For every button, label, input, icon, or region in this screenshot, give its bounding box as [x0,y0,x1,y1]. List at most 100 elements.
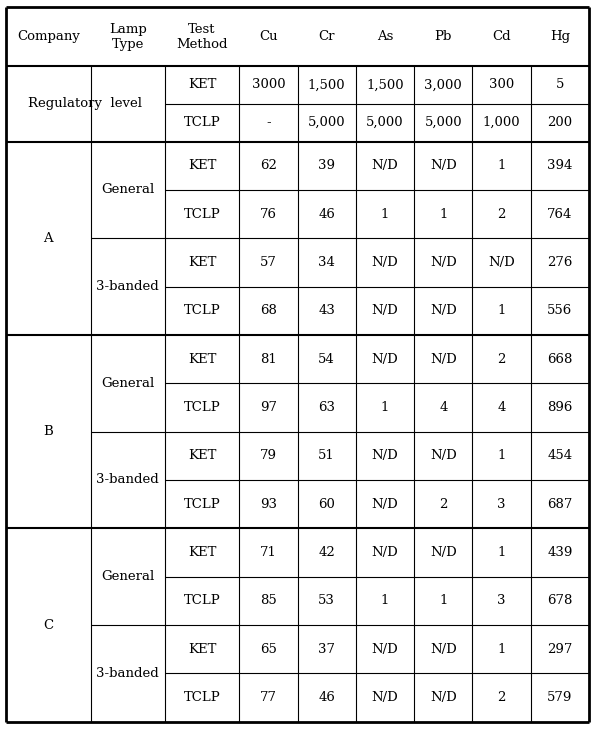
Text: N/D: N/D [372,449,398,462]
Text: 1: 1 [381,594,389,607]
Text: KET: KET [188,546,216,559]
Text: TCLP: TCLP [184,401,221,414]
Text: N/D: N/D [372,304,398,317]
Text: N/D: N/D [372,159,398,172]
Text: General: General [101,184,155,196]
Text: N/D: N/D [430,304,456,317]
Text: 57: 57 [260,256,277,269]
Text: 556: 556 [547,304,572,317]
Text: 46: 46 [318,208,335,221]
Text: Company: Company [17,30,80,43]
Text: 42: 42 [318,546,335,559]
Text: 2: 2 [497,208,506,221]
Text: 300: 300 [489,78,514,91]
Text: 1: 1 [497,304,506,317]
Text: N/D: N/D [372,546,398,559]
Text: Lamp
Type: Lamp Type [109,23,147,50]
Text: TCLP: TCLP [184,594,221,607]
Text: 3-banded: 3-banded [96,667,159,680]
Text: 1: 1 [381,401,389,414]
Text: N/D: N/D [372,691,398,704]
Text: Cu: Cu [259,30,278,43]
Text: As: As [377,30,393,43]
Text: TCLP: TCLP [184,116,221,129]
Text: TCLP: TCLP [184,691,221,704]
Text: 394: 394 [547,159,572,172]
Text: 2: 2 [497,353,506,366]
Text: 1,500: 1,500 [366,78,404,91]
Text: Test
Method: Test Method [176,23,228,50]
Text: TCLP: TCLP [184,498,221,511]
Text: 5: 5 [556,78,564,91]
Text: 4: 4 [439,401,447,414]
Text: C: C [43,618,54,631]
Text: 81: 81 [260,353,277,366]
Text: 276: 276 [547,256,572,269]
Text: 53: 53 [318,594,335,607]
Text: 764: 764 [547,208,572,221]
Text: 3000: 3000 [252,78,285,91]
Text: Hg: Hg [550,30,570,43]
Text: 3: 3 [497,498,506,511]
Text: 4: 4 [497,401,506,414]
Text: TCLP: TCLP [184,304,221,317]
Text: 39: 39 [318,159,335,172]
Text: General: General [101,377,155,390]
Text: 1: 1 [381,208,389,221]
Text: 85: 85 [260,594,277,607]
Text: 60: 60 [318,498,335,511]
Text: B: B [43,425,53,438]
Text: KET: KET [188,256,216,269]
Text: KET: KET [188,643,216,655]
Text: 1: 1 [439,208,447,221]
Text: N/D: N/D [430,353,456,366]
Text: 2: 2 [439,498,447,511]
Text: 3-banded: 3-banded [96,474,159,486]
Text: N/D: N/D [430,643,456,655]
Text: KET: KET [188,353,216,366]
Text: 297: 297 [547,643,572,655]
Text: General: General [101,570,155,583]
Text: Regulatory  level: Regulatory level [29,97,142,110]
Text: 1,500: 1,500 [308,78,346,91]
Text: N/D: N/D [488,256,515,269]
Text: N/D: N/D [372,498,398,511]
Text: N/D: N/D [430,691,456,704]
Text: A: A [43,232,53,245]
Text: 37: 37 [318,643,335,655]
Text: 3-banded: 3-banded [96,280,159,293]
Text: 71: 71 [260,546,277,559]
Text: 97: 97 [260,401,277,414]
Text: 454: 454 [547,449,572,462]
Text: 1: 1 [439,594,447,607]
Text: N/D: N/D [430,449,456,462]
Text: Cr: Cr [318,30,335,43]
Text: 687: 687 [547,498,572,511]
Text: 896: 896 [547,401,572,414]
Text: 79: 79 [260,449,277,462]
Text: TCLP: TCLP [184,208,221,221]
Text: 46: 46 [318,691,335,704]
Text: 1: 1 [497,159,506,172]
Text: 439: 439 [547,546,572,559]
Text: 65: 65 [260,643,277,655]
Text: N/D: N/D [372,353,398,366]
Text: 2: 2 [497,691,506,704]
Text: 5,000: 5,000 [308,116,346,129]
Text: 76: 76 [260,208,277,221]
Text: 54: 54 [318,353,335,366]
Text: 5,000: 5,000 [366,116,404,129]
Text: 1,000: 1,000 [483,116,521,129]
Text: N/D: N/D [430,546,456,559]
Text: N/D: N/D [430,159,456,172]
Text: N/D: N/D [372,643,398,655]
Text: 68: 68 [260,304,277,317]
Text: 1: 1 [497,643,506,655]
Text: KET: KET [188,449,216,462]
Text: 1: 1 [497,546,506,559]
Text: 51: 51 [318,449,335,462]
Text: 3,000: 3,000 [424,78,462,91]
Text: N/D: N/D [430,256,456,269]
Text: 668: 668 [547,353,572,366]
Text: 1: 1 [497,449,506,462]
